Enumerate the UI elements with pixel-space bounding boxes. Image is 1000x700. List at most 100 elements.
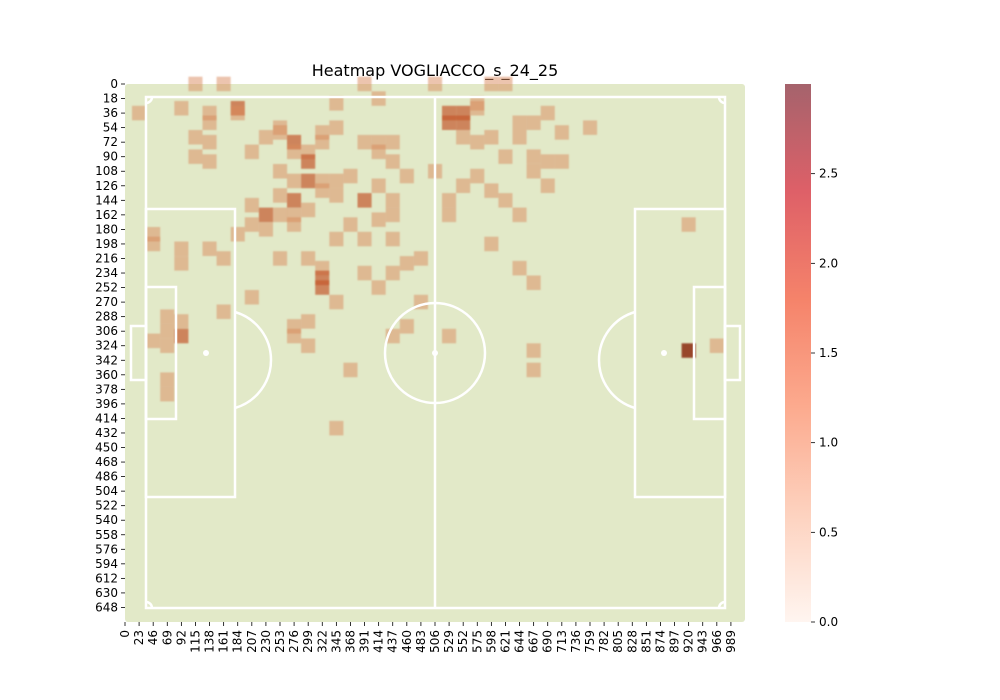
x-tick-label: 575 — [470, 630, 484, 653]
heatmap-cell — [470, 168, 485, 184]
colorbar — [785, 84, 811, 622]
heatmap-cell — [512, 130, 527, 145]
y-tick-label: 198 — [95, 237, 118, 251]
x-tick-label: 299 — [301, 630, 315, 653]
heatmap-cell — [357, 134, 372, 150]
heatmap-cell — [526, 149, 541, 164]
heatmap-cell — [343, 362, 358, 378]
y-tick-label: 234 — [95, 266, 118, 280]
y-tick-label: 486 — [95, 470, 118, 484]
y-tick-label: 594 — [95, 557, 118, 571]
heatmap-cell — [273, 207, 288, 223]
heatmap-cell — [301, 314, 316, 329]
heatmap-cell — [484, 130, 499, 145]
x-tick-label: 460 — [400, 630, 414, 653]
y-tick-label: 630 — [95, 586, 118, 600]
y-tick-label: 90 — [103, 150, 118, 164]
heatmap-cell — [287, 173, 302, 189]
heatmap-cell — [484, 76, 499, 92]
colorbar-tick-label: 2.0 — [819, 256, 838, 270]
y-tick-label: 72 — [103, 135, 118, 149]
heatmap-cell — [385, 231, 400, 247]
heatmap-cell — [371, 280, 386, 295]
heatmap-cell — [188, 130, 203, 145]
heatmap-cell — [216, 304, 231, 319]
x-tick-label: 46 — [146, 630, 160, 645]
x-tick-label: 713 — [555, 630, 569, 653]
heatmap-cell — [301, 173, 316, 189]
heatmap-cell — [329, 120, 344, 135]
x-tick-label: 552 — [456, 630, 470, 653]
x-tick-label: 23 — [132, 630, 146, 645]
heatmap-cell — [273, 164, 288, 179]
pitch-lines — [129, 95, 742, 610]
x-tick-label: 483 — [414, 630, 428, 653]
y-tick-label: 558 — [95, 528, 118, 542]
colorbar-tick-label: 0.0 — [819, 615, 838, 629]
colorbar-ticks: 0.0 0.5 1.0 1.5 2.0 2.5 — [811, 167, 838, 629]
x-tick-label: 92 — [174, 630, 188, 645]
heatmap-cell — [329, 188, 344, 203]
heatmap-cell — [681, 343, 696, 358]
heatmap-cell — [484, 236, 499, 252]
heatmap-cell — [442, 193, 457, 208]
x-tick-label: 184 — [231, 630, 245, 653]
y-axis: 0183654729010812614416218019821623425227… — [95, 77, 125, 614]
heatmap-cell — [343, 168, 358, 184]
y-tick-label: 540 — [95, 513, 118, 527]
heatmap-cell — [371, 144, 386, 160]
x-tick-label: 138 — [203, 630, 217, 653]
x-tick-label: 644 — [513, 630, 527, 653]
heatmap-cell — [357, 76, 372, 92]
center-spot — [432, 350, 438, 356]
heatmap-cell — [526, 343, 541, 358]
heatmap-cells — [132, 76, 724, 436]
heatmap-cell — [273, 120, 288, 135]
y-tick-label: 414 — [95, 411, 118, 425]
heatmap-cell — [399, 319, 414, 334]
heatmap-cell — [273, 188, 288, 203]
heatmap-cell — [343, 217, 358, 232]
y-tick-label: 36 — [103, 106, 118, 120]
y-tick-label: 342 — [95, 353, 118, 367]
y-tick-label: 324 — [95, 339, 118, 353]
x-tick-label: 69 — [160, 630, 174, 645]
heatmap-cell — [287, 328, 302, 344]
heatmap-cell — [357, 193, 372, 208]
heatmap-cell — [709, 338, 724, 353]
heatmap-cell — [202, 115, 217, 130]
heatmap-cell — [371, 91, 386, 106]
x-tick-label: 161 — [217, 630, 231, 653]
heatmap-cell — [526, 275, 541, 290]
heatmap-cell — [132, 105, 147, 121]
y-tick-label: 504 — [95, 484, 118, 498]
heatmap-cell — [329, 96, 344, 111]
heatmap-cell — [456, 178, 471, 193]
heatmap-cell — [498, 149, 513, 164]
x-tick-label: 207 — [245, 630, 259, 653]
heatmap-cell — [216, 76, 231, 92]
x-axis: 0 23 46 69 92 115 138 161 184 207 230 253 276 299 322 3… — [118, 622, 738, 653]
heatmap-cell — [146, 333, 161, 349]
y-tick-label: 180 — [95, 222, 118, 236]
y-tick-label: 162 — [95, 208, 118, 222]
heatmap-cell — [174, 256, 189, 271]
x-tick-label: 920 — [682, 630, 696, 653]
heatmap-cell — [188, 76, 203, 92]
heatmap-cell — [160, 323, 175, 339]
right-goal — [723, 324, 742, 382]
heatmap-cell — [470, 101, 485, 116]
y-tick-label: 216 — [95, 251, 118, 265]
heatmap-cell — [287, 193, 302, 208]
heatmap-cell — [287, 217, 302, 232]
x-tick-label: 391 — [358, 630, 372, 653]
x-tick-label: 276 — [287, 630, 301, 653]
x-tick-label: 690 — [541, 630, 555, 653]
heatmap-cell — [160, 309, 175, 324]
heatmap-cell — [512, 207, 527, 223]
heatmap-cell — [540, 105, 555, 121]
heatmap-cell — [230, 227, 245, 242]
heatmap-cell — [554, 154, 569, 169]
heatmap-cell — [484, 183, 499, 198]
